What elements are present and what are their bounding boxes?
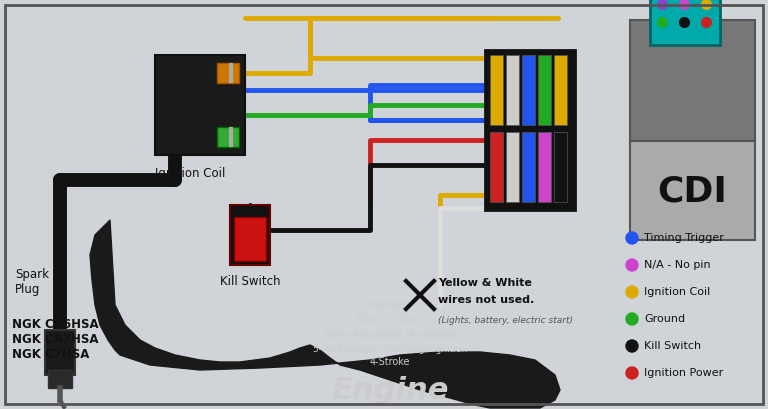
Text: (Lights, battery, electric start): (Lights, battery, electric start) — [438, 316, 573, 325]
Circle shape — [626, 340, 638, 352]
Text: wires not used.: wires not used. — [438, 295, 535, 305]
Bar — [522, 132, 535, 202]
Bar — [538, 55, 551, 125]
Bar — [650, 0, 720, 45]
Bar — [155, 55, 245, 155]
Circle shape — [626, 232, 638, 244]
Text: N/A - No pin: N/A - No pin — [644, 260, 710, 270]
Text: Timing Trigger: Timing Trigger — [644, 233, 724, 243]
Bar — [630, 20, 755, 141]
Text: Kill Switch: Kill Switch — [644, 341, 701, 351]
Polygon shape — [90, 220, 560, 408]
Text: NGK CR6HSA
NGK CR7HSA
NGK C7HSA: NGK CR6HSA NGK CR7HSA NGK C7HSA — [12, 318, 98, 361]
Bar — [522, 55, 535, 125]
Text: Chinese: Chinese — [368, 300, 412, 310]
Text: Ignition Coil: Ignition Coil — [155, 167, 225, 180]
Bar — [554, 132, 567, 202]
Bar — [230, 205, 270, 265]
Bar — [217, 63, 239, 83]
Text: Ignition Power: Ignition Power — [644, 368, 723, 378]
Bar — [506, 132, 519, 202]
Text: 5-Pin Capacitor Discharge Ignition: 5-Pin Capacitor Discharge Ignition — [313, 345, 467, 354]
Text: CDI: CDI — [657, 175, 727, 209]
Bar — [217, 127, 239, 147]
Text: Semi-Automatic Horizontal: Semi-Automatic Horizontal — [325, 330, 455, 340]
Bar — [48, 370, 72, 388]
Bar — [538, 132, 551, 202]
Circle shape — [626, 313, 638, 325]
Text: 50cc - 125cc: 50cc - 125cc — [357, 315, 423, 325]
Bar — [490, 55, 503, 125]
Text: Engine: Engine — [331, 376, 449, 405]
Circle shape — [626, 259, 638, 271]
Bar — [554, 55, 567, 125]
Circle shape — [626, 367, 638, 379]
Bar — [45, 330, 75, 375]
Text: 4-Stroke: 4-Stroke — [369, 357, 410, 367]
Text: Kill Switch: Kill Switch — [220, 275, 280, 288]
Bar — [485, 50, 575, 210]
Bar — [234, 217, 266, 261]
Circle shape — [626, 286, 638, 298]
Text: Ignition Coil: Ignition Coil — [644, 287, 710, 297]
Bar — [630, 141, 755, 240]
Bar — [506, 55, 519, 125]
Text: Spark
Plug: Spark Plug — [15, 268, 49, 296]
Text: Ground: Ground — [644, 314, 685, 324]
Text: Yellow & White: Yellow & White — [438, 278, 532, 288]
Bar — [490, 132, 503, 202]
